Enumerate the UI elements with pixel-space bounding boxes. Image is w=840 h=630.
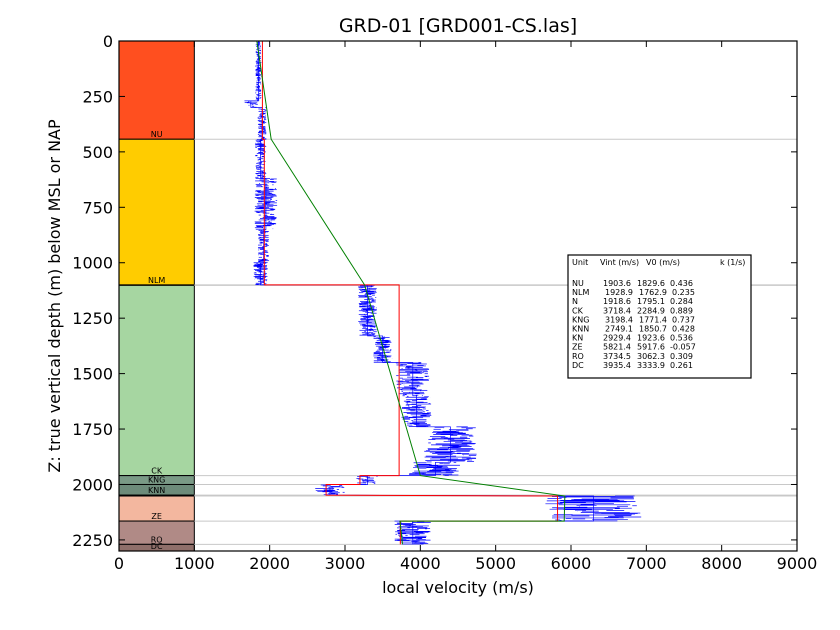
y-tick-label: 1000 — [72, 254, 113, 273]
legend-cell: 1762.9 — [639, 288, 667, 297]
legend-cell: ZE — [572, 343, 583, 352]
legend-cell: 3198.4 — [605, 315, 633, 324]
legend-cell: 5917.6 — [637, 343, 665, 352]
legend-cell: -0.057 — [670, 343, 696, 352]
x-axis-label: local velocity (m/s) — [382, 578, 534, 597]
legend-frame — [567, 254, 752, 379]
legend-cell: KNG — [572, 315, 589, 324]
legend-cell: 3062.3 — [637, 352, 665, 361]
unit-label-kng: KNG — [148, 475, 165, 484]
unit-band-ck — [118, 284, 195, 477]
legend-cell: NU — [572, 279, 584, 288]
interval-velocity-line — [261, 41, 559, 545]
y-tick-label: 2250 — [72, 531, 113, 550]
unit-label-ck: CK — [151, 467, 163, 476]
legend-cell: KN — [572, 334, 583, 343]
legend-cell: DC — [572, 361, 584, 370]
legend-cell: 2284.9 — [637, 306, 665, 315]
legend-cell: 0.235 — [672, 288, 695, 297]
legend-cell: 3734.5 — [603, 352, 631, 361]
legend-cell: 1918.6 — [603, 297, 631, 306]
legend-cell: N — [572, 297, 578, 306]
chart-title: GRD-01 [GRD001-CS.las] — [339, 15, 577, 37]
legend-cell: 1850.7 — [639, 325, 667, 334]
legend-cell: 0.284 — [670, 297, 693, 306]
legend: Unit Vint (m/s) V0 (m/s) k (1/s) NU 1903.6 182… — [567, 254, 752, 379]
unit-label-knn: KNN — [148, 486, 165, 495]
x-tick-label: 2000 — [249, 554, 290, 573]
y-tick-label: 500 — [82, 143, 113, 162]
x-tick-label: 9000 — [777, 554, 818, 573]
legend-cell: 0.536 — [670, 334, 693, 343]
legend-header-cell: Unit — [572, 258, 588, 267]
y-tick-label: 250 — [82, 87, 113, 106]
legend-cell: 1928.9 — [605, 288, 633, 297]
unit-band-ze — [118, 495, 195, 522]
y-tick-label: 750 — [82, 198, 113, 217]
linear-model-line — [256, 40, 566, 545]
x-tick-label: 0 — [114, 554, 124, 573]
legend-cell: 0.261 — [670, 361, 693, 370]
legend-cell: 1771.4 — [639, 315, 667, 324]
x-tick-label: 4000 — [400, 554, 441, 573]
plot-frame — [118, 40, 798, 552]
legend-header-cell: V0 (m/s) — [646, 258, 680, 267]
y-tick-label: 0 — [103, 32, 113, 51]
y-tick-label: 1250 — [72, 309, 113, 328]
unit-band-nlm — [118, 138, 195, 286]
legend-cell: RO — [572, 352, 584, 361]
legend-cell: 1829.6 — [637, 279, 665, 288]
x-tick-label: 1000 — [174, 554, 215, 573]
x-tick-label: 8000 — [701, 554, 742, 573]
unit-label-dc: DC — [151, 542, 163, 551]
x-tick-label: 5000 — [475, 554, 516, 573]
legend-cell: 0.428 — [672, 325, 695, 334]
unit-label-ze: ZE — [151, 512, 162, 521]
legend-cell: 0.309 — [670, 352, 693, 361]
legend-cell: CK — [572, 306, 584, 315]
x-tick-label: 7000 — [626, 554, 667, 573]
legend-cell: NLM — [572, 288, 589, 297]
legend-cell: 3333.9 — [637, 361, 665, 370]
legend-cell: 0.436 — [670, 279, 693, 288]
y-tick-label: 1750 — [72, 420, 113, 439]
legend-cell: 3935.4 — [603, 361, 631, 370]
y-tick-label: 2000 — [72, 475, 113, 494]
y-axis-label: Z: true vertical depth (m) below MSL or … — [45, 119, 64, 473]
legend-cell: 2749.1 — [605, 325, 633, 334]
x-tick-label: 3000 — [325, 554, 366, 573]
legend-header-cell: Vint (m/s) — [600, 258, 639, 267]
legend-cell: 5821.4 — [603, 343, 631, 352]
unit-label-nlm: NLM — [148, 276, 165, 285]
legend-cell: 3718.4 — [603, 306, 631, 315]
legend-cell: KNN — [572, 325, 589, 334]
x-tick-label: 6000 — [551, 554, 592, 573]
legend-header-cell: k (1/s) — [720, 258, 745, 267]
legend-cell: 1923.6 — [637, 334, 665, 343]
legend-cell: 1903.6 — [603, 279, 631, 288]
unit-band-nu — [118, 40, 195, 140]
legend-cell: 2929.4 — [603, 334, 631, 343]
unit-label-nu: NU — [151, 130, 163, 139]
legend-cell: 1795.1 — [637, 297, 665, 306]
legend-cell: 0.889 — [670, 306, 693, 315]
legend-cell: 0.737 — [672, 315, 695, 324]
y-tick-label: 1500 — [72, 365, 113, 384]
unit-label-ro: RO — [151, 535, 163, 544]
